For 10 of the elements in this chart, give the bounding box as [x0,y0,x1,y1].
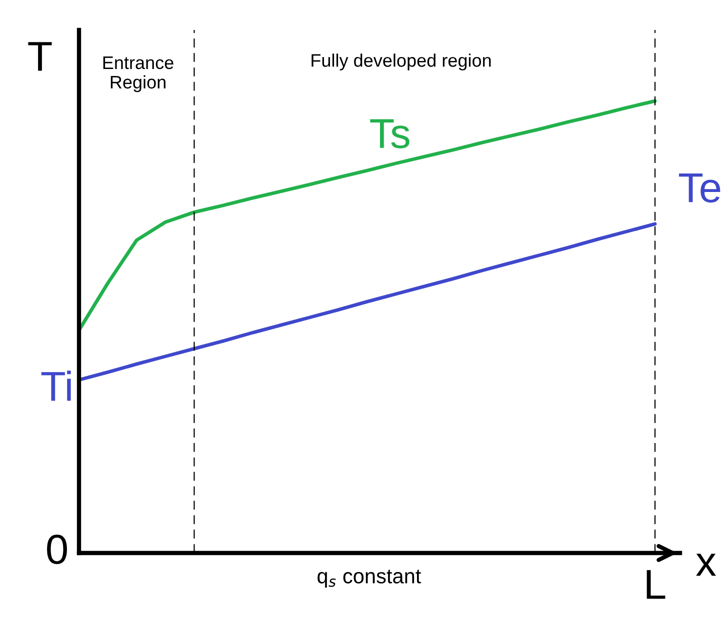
series-label: Ts [370,119,410,148]
y-axis-title: T [28,42,52,71]
text: Ti [41,370,71,401]
text: 0 [47,534,67,564]
text: q$_{s}$ constant [318,570,422,588]
text: Entrance Region [103,56,174,92]
x-axis-title: x [696,554,716,576]
series-label: Te [678,174,720,203]
text: Fully developed region [312,54,491,70]
text: L [646,570,666,599]
